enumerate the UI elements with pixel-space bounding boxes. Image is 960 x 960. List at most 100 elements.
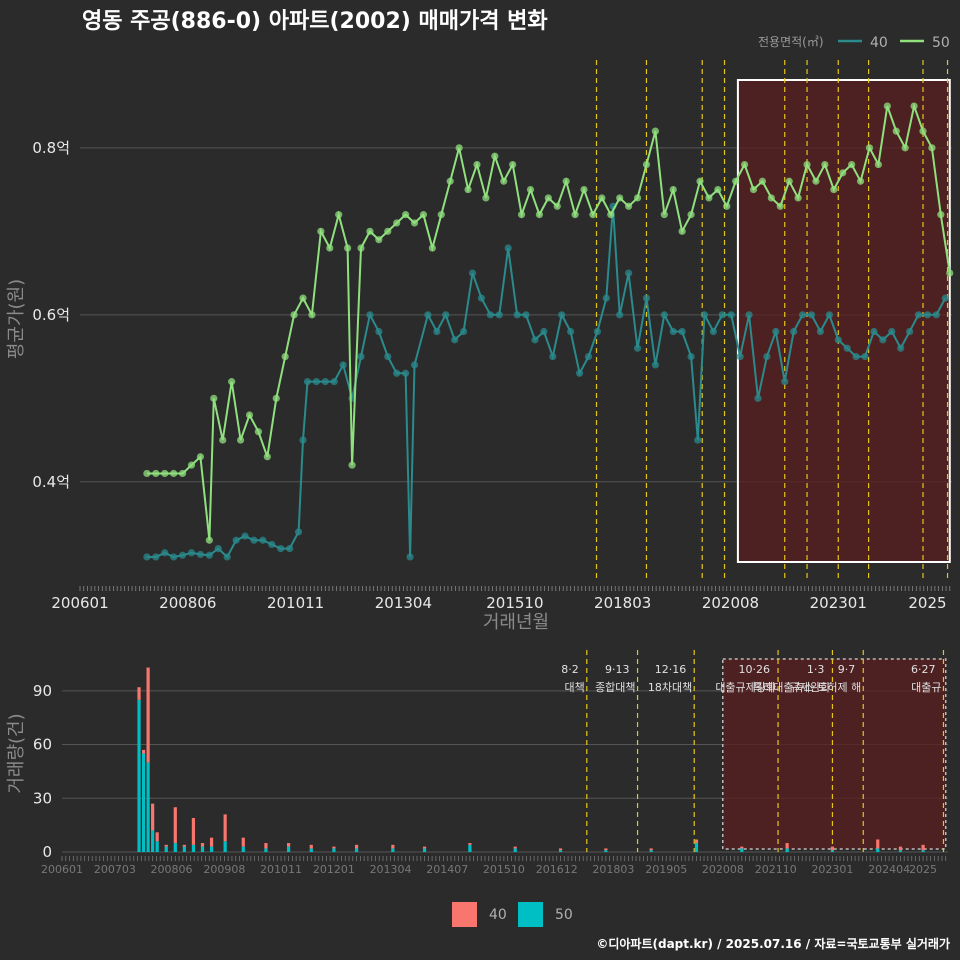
point-50-72 [776,202,784,210]
point-50-25 [357,244,365,252]
point-40-45 [531,336,539,344]
point-50-47 [553,202,561,210]
point-40-52 [593,327,602,336]
point-40-30 [402,369,410,377]
x-tick-label-2: 201011 [267,594,324,612]
bar-40-25 [694,839,699,844]
point-40-41 [495,311,503,319]
vol-x-tick-1: 200703 [94,863,136,876]
point-40-92 [941,294,949,302]
bar-40-17 [354,844,359,849]
point-40-65 [700,311,709,319]
bar-50-7 [182,846,186,852]
bar-40-0 [137,687,141,700]
point-40-20 [312,378,320,386]
bar-40-4 [155,832,159,842]
vol-y-tick-2: 60 [33,736,52,754]
point-50-56 [633,194,642,202]
point-40-72 [763,352,771,361]
point-50-43 [517,211,526,219]
vol-x-tick-14: 202301 [811,863,853,876]
bar-50-15 [309,848,313,852]
vol-y-tick-3: 90 [33,682,52,700]
bar-40-9 [200,843,205,847]
x-tick-label-7: 202301 [810,594,867,612]
vol-x-tick-3: 200908 [203,863,245,876]
point-40-16 [286,545,294,553]
vol-highlight-region [722,658,947,850]
legend-box-40 [452,902,477,927]
point-50-60 [669,185,677,194]
bottom-legend-label-40: 40 [489,907,507,923]
point-50-18 [299,294,307,302]
point-50-11 [236,436,245,444]
policy-label-1: 종합대책 [595,681,635,694]
bar-50-5 [164,846,168,852]
bar-40-13 [264,843,268,849]
policy-date-5: 9·7 [838,663,856,676]
point-50-65 [714,185,722,194]
point-50-36 [455,144,463,152]
y-axis-title: 평균가(원) [6,279,27,359]
legend-title: 전용면적(㎡) [758,35,824,49]
bar-40-11 [223,814,227,842]
point-40-84 [870,327,878,336]
bar-40-12 [241,837,245,847]
point-40-31 [406,553,414,561]
point-50-32 [419,211,428,219]
bar-50-30 [898,850,903,852]
policy-date-0: 8·2 [561,663,579,676]
point-50-27 [375,236,383,244]
point-40-60 [660,311,668,319]
bar-40-16 [332,846,336,849]
vol-x-tick-16: 2025 [909,863,937,876]
bar-40-30 [898,846,903,851]
point-50-44 [526,185,535,194]
vol-x-tick-2: 200806 [151,863,193,876]
point-50-0 [143,469,151,478]
bar-40-26 [740,846,744,849]
vol-y-axis-title: 거래량(건) [6,713,27,793]
point-50-7 [205,536,213,544]
vol-x-tick-7: 201407 [426,863,468,876]
point-50-40 [491,152,499,160]
point-50-45 [535,211,544,219]
point-50-50 [580,185,588,194]
point-50-33 [428,244,436,252]
vol-x-tick-10: 201803 [592,863,634,876]
bar-50-10 [209,846,214,852]
point-40-9 [223,553,231,561]
point-40-14 [268,540,276,549]
point-50-87 [910,102,918,110]
point-40-88 [906,327,914,336]
policy-label-4: 규제완화 [790,681,830,694]
point-40-38 [468,269,477,277]
point-50-12 [245,411,254,419]
point-50-13 [254,428,263,436]
bar-40-2 [146,667,150,763]
bar-40-29 [876,839,880,849]
y-tick-label-0: 0.4억 [32,473,70,491]
bar-50-27 [785,848,789,852]
point-40-47 [549,352,557,361]
point-50-20 [317,227,325,235]
point-50-58 [651,127,659,135]
point-50-14 [263,453,271,461]
point-50-66 [723,202,731,210]
point-40-23 [339,361,347,369]
point-50-67 [732,177,740,185]
point-50-68 [740,160,749,169]
point-40-56 [625,269,633,277]
point-40-44 [522,311,530,319]
bar-50-4 [155,841,159,852]
point-50-54 [616,194,624,202]
point-50-83 [874,160,883,169]
point-40-83 [861,352,869,361]
highlight-region [736,79,951,563]
bar-50-17 [354,848,359,852]
point-50-34 [437,211,445,219]
point-40-40 [486,311,494,319]
bar-40-28 [830,846,835,851]
point-40-3 [170,553,178,561]
point-40-25 [357,352,365,361]
